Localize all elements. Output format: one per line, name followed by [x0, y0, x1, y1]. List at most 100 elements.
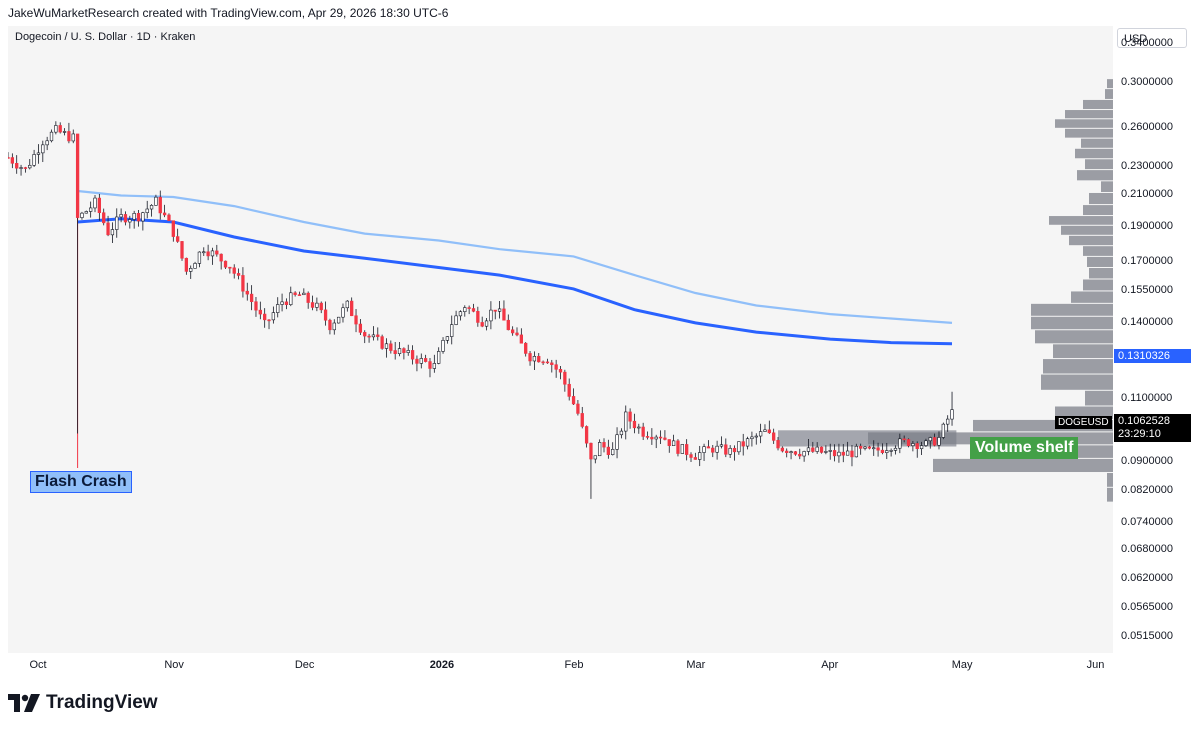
- candle-body: [67, 131, 71, 142]
- candle-body: [189, 268, 193, 272]
- candle-body: [932, 437, 937, 446]
- candle-body: [371, 334, 376, 338]
- candle-body: [102, 212, 106, 224]
- candle-body: [432, 363, 436, 369]
- candle-body: [711, 447, 715, 453]
- candle-body: [837, 451, 841, 457]
- time-tick-label: Nov: [164, 659, 184, 671]
- candle-body: [598, 442, 602, 457]
- candle-body: [489, 309, 493, 322]
- candle-body: [254, 301, 258, 311]
- volume-profile-bar: [933, 458, 1113, 473]
- candle-body: [367, 335, 371, 338]
- candle-body: [476, 311, 480, 323]
- chart-credit: JakeWuMarketResearch created with Tradin…: [8, 6, 449, 20]
- candle-body: [437, 351, 441, 364]
- candle-body: [641, 426, 645, 437]
- tradingview-logo[interactable]: TradingView: [8, 690, 158, 716]
- volume-profile-bar: [1083, 205, 1113, 216]
- candle-body: [850, 450, 854, 458]
- currency-button[interactable]: USD: [1117, 28, 1187, 48]
- candle-body: [45, 140, 49, 146]
- volume-profile-bar: [1105, 89, 1113, 99]
- candle-body: [454, 315, 458, 325]
- candle-body: [819, 446, 824, 453]
- candlestick-chart[interactable]: [8, 26, 1113, 653]
- candle-body: [815, 446, 819, 452]
- candle-body: [693, 457, 698, 460]
- volume-profile-bar: [1101, 181, 1113, 192]
- candle-body: [637, 426, 641, 429]
- candle-body: [428, 361, 432, 369]
- flash-crash-annotation[interactable]: Flash Crash: [30, 471, 132, 493]
- candle-body: [328, 319, 332, 331]
- candle-body: [271, 312, 276, 321]
- candle-body: [154, 196, 158, 206]
- candle-body: [80, 212, 84, 218]
- candle-body: [571, 396, 576, 405]
- volume-profile-bar: [1061, 225, 1113, 235]
- candle-body: [898, 438, 902, 449]
- price-tick-label: 0.0680000: [1121, 542, 1173, 555]
- symbol-tag: DOGEUSD: [1055, 416, 1112, 429]
- candle-body: [502, 308, 506, 321]
- candle-body: [615, 434, 619, 450]
- volume-profile-bar: [1085, 390, 1113, 406]
- candle-body: [241, 275, 245, 292]
- candle-body: [685, 444, 689, 455]
- volume-profile-bar: [1107, 473, 1113, 487]
- candle-body: [580, 413, 584, 427]
- candle-body: [767, 429, 771, 434]
- candle-body: [84, 211, 88, 214]
- moving-average-price-tag: 0.1310326: [1114, 349, 1191, 363]
- price-tick-label: 0.1900000: [1121, 219, 1173, 232]
- candle-body: [950, 409, 954, 420]
- price-tick-label: 0.0565000: [1121, 601, 1173, 614]
- candle-body: [8, 157, 10, 159]
- candle-body: [19, 167, 23, 169]
- candle-body: [363, 332, 367, 337]
- time-tick-label: Feb: [564, 659, 584, 671]
- price-tick-label: 0.2300000: [1121, 159, 1173, 172]
- candle-body: [106, 222, 110, 236]
- symbol-title: Dogecoin / U. S. Dollar · 1D · Kraken: [15, 31, 196, 43]
- price-tick-label: 0.1700000: [1121, 254, 1173, 267]
- candle-body: [215, 250, 219, 255]
- candle-body: [280, 301, 284, 305]
- volume-profile-bar: [1077, 170, 1113, 181]
- volume-shelf-annotation[interactable]: Volume shelf: [970, 437, 1079, 459]
- candle-body: [58, 125, 62, 133]
- candle-body: [785, 450, 789, 453]
- tradingview-logo-icon: [8, 694, 40, 712]
- candle-body: [410, 350, 415, 360]
- volume-profile-bar: [1083, 279, 1113, 291]
- candle-body: [128, 219, 132, 223]
- candle-body: [10, 157, 14, 164]
- candle-body: [302, 292, 306, 296]
- candle-body: [645, 436, 650, 438]
- candle-body: [541, 361, 545, 364]
- candle-body: [162, 212, 167, 216]
- candle-body: [750, 436, 754, 440]
- candle-body: [824, 451, 828, 453]
- candle-body: [715, 445, 719, 453]
- candle-body: [89, 207, 93, 212]
- price-axis[interactable]: [1113, 26, 1192, 653]
- candle-body: [110, 229, 115, 236]
- candle-body: [906, 439, 911, 447]
- candle-body: [219, 253, 223, 262]
- candle-body: [719, 444, 724, 447]
- candle-body: [667, 439, 671, 446]
- candle-body: [450, 324, 454, 337]
- volume-profile-bar: [1087, 256, 1113, 267]
- price-tick-label: 0.0620000: [1121, 572, 1173, 585]
- candle-body: [758, 431, 763, 437]
- candle-body: [515, 332, 519, 336]
- plot-area[interactable]: [8, 26, 1113, 653]
- candle-body: [193, 263, 197, 269]
- candle-body: [419, 358, 423, 364]
- candle-body: [389, 343, 393, 351]
- time-axis[interactable]: [8, 653, 1192, 679]
- candle-body: [845, 450, 850, 456]
- volume-profile-bar: [1107, 487, 1113, 502]
